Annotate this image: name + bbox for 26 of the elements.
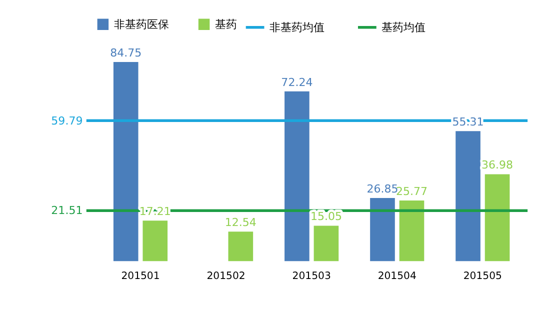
x-tick-label: 201503 xyxy=(292,271,331,282)
bar xyxy=(284,91,310,262)
x-tick-label: 201502 xyxy=(206,271,246,282)
text: 59.79 xyxy=(51,114,83,128)
bar xyxy=(399,200,424,262)
data-label: 36.98 xyxy=(482,158,514,172)
data-label: 15.05 xyxy=(310,210,342,224)
bar xyxy=(370,198,395,262)
bar xyxy=(228,232,254,262)
x-tick-label: 201505 xyxy=(463,271,502,282)
bar xyxy=(314,226,339,262)
bar xyxy=(456,131,480,262)
data-label: 72.24 xyxy=(281,76,313,89)
bar xyxy=(484,174,510,262)
bar xyxy=(113,62,138,262)
legend-label: 非基药医保 xyxy=(114,18,169,32)
data-label: 12.54 xyxy=(224,216,256,230)
legend-label: 非基药均值 xyxy=(269,21,324,34)
text: 21.51 xyxy=(51,204,83,218)
data-label: 84.75 xyxy=(110,46,142,60)
legend-label: 基药均值 xyxy=(381,21,426,34)
x-tick-label: 201501 xyxy=(121,271,160,282)
legend-label: 基药 xyxy=(215,18,238,32)
x-tick-label: 201504 xyxy=(378,271,416,282)
data-label: 25.77 xyxy=(396,185,428,198)
bar xyxy=(142,220,168,262)
